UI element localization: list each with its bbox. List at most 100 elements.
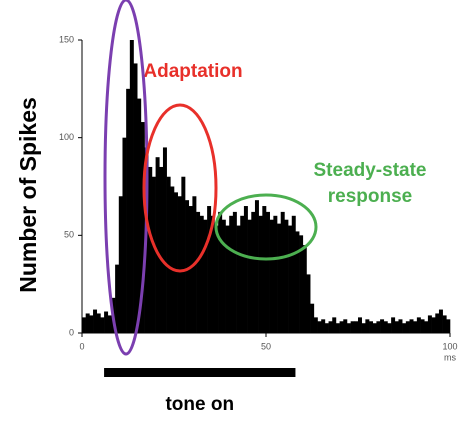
bar	[229, 215, 234, 333]
bar	[89, 315, 94, 333]
bar	[170, 186, 175, 333]
bar	[262, 206, 267, 333]
bar	[207, 206, 212, 333]
bar	[126, 88, 131, 333]
annotation: Steady-state	[314, 160, 427, 181]
bar	[96, 313, 101, 333]
stimulus-bar	[104, 368, 296, 377]
bar	[317, 321, 322, 333]
bar	[214, 225, 219, 333]
bar	[332, 317, 337, 333]
y-tick-label: 100	[59, 132, 74, 142]
bar	[438, 309, 443, 333]
bar	[258, 215, 263, 333]
bar	[159, 166, 164, 333]
bar	[181, 176, 186, 333]
bar	[387, 323, 392, 333]
bar	[280, 211, 285, 333]
bar	[295, 231, 300, 333]
bar	[129, 40, 134, 333]
bar	[324, 323, 329, 333]
bar	[350, 321, 355, 333]
bar	[100, 317, 105, 333]
bar	[247, 219, 252, 333]
bar	[376, 321, 381, 333]
bar	[402, 323, 407, 333]
bar	[431, 317, 436, 333]
bar	[383, 321, 388, 333]
bar	[185, 200, 190, 333]
annotation: Adaptation	[143, 61, 242, 82]
bar	[107, 315, 112, 333]
bar	[151, 176, 156, 333]
bar	[104, 311, 109, 333]
bar	[148, 166, 153, 333]
bar	[177, 196, 182, 333]
y-axis-label: Number of Spikes	[15, 97, 41, 293]
bar	[313, 317, 318, 333]
bar	[343, 319, 348, 333]
bar	[306, 274, 311, 333]
bar	[232, 211, 237, 333]
bar	[394, 321, 399, 333]
bar	[372, 323, 377, 333]
bar	[398, 319, 403, 333]
highlight-ellipse	[214, 193, 318, 261]
x-unit: ms	[444, 352, 456, 362]
highlight-ellipse	[103, 0, 149, 356]
bar	[361, 323, 366, 333]
annotation: response	[328, 186, 412, 207]
x-tick-label: 0	[79, 341, 84, 351]
bar	[140, 122, 145, 333]
bar	[273, 215, 278, 333]
bar	[380, 319, 385, 333]
bar	[93, 309, 98, 333]
bar	[166, 176, 171, 333]
bar	[299, 235, 304, 333]
bar	[122, 137, 127, 333]
bar	[82, 317, 86, 333]
bar	[188, 206, 193, 333]
bar	[174, 192, 178, 333]
bar	[243, 206, 248, 333]
bar	[427, 315, 432, 333]
bar	[435, 313, 440, 333]
bar	[420, 319, 425, 333]
bar	[339, 321, 344, 333]
bar	[354, 321, 359, 333]
bar	[115, 264, 120, 333]
stimulus-label: tone on	[165, 394, 234, 415]
bar	[346, 323, 351, 333]
bar	[240, 215, 245, 333]
bar	[85, 313, 90, 333]
bar	[358, 317, 362, 333]
bar	[203, 219, 208, 333]
bar	[369, 321, 374, 333]
bar	[210, 215, 215, 333]
bar	[288, 225, 293, 333]
bar	[413, 321, 418, 333]
bar	[133, 63, 138, 333]
bar	[284, 219, 289, 333]
bar	[291, 215, 296, 333]
bar	[405, 321, 410, 333]
bar	[162, 147, 167, 333]
bar	[269, 219, 274, 333]
bar	[302, 245, 307, 333]
bar	[365, 319, 370, 333]
bar	[254, 200, 259, 333]
bar	[446, 319, 451, 333]
bar	[251, 211, 256, 333]
bar	[155, 157, 160, 333]
bar	[225, 225, 230, 333]
highlight-ellipse	[142, 103, 218, 273]
bar	[236, 225, 241, 333]
bar	[416, 317, 421, 333]
bar	[266, 211, 270, 333]
y-tick-label: 0	[69, 327, 74, 337]
x-tick-label: 100	[442, 341, 457, 351]
bar	[424, 321, 429, 333]
bar	[321, 319, 326, 333]
bar	[409, 319, 414, 333]
